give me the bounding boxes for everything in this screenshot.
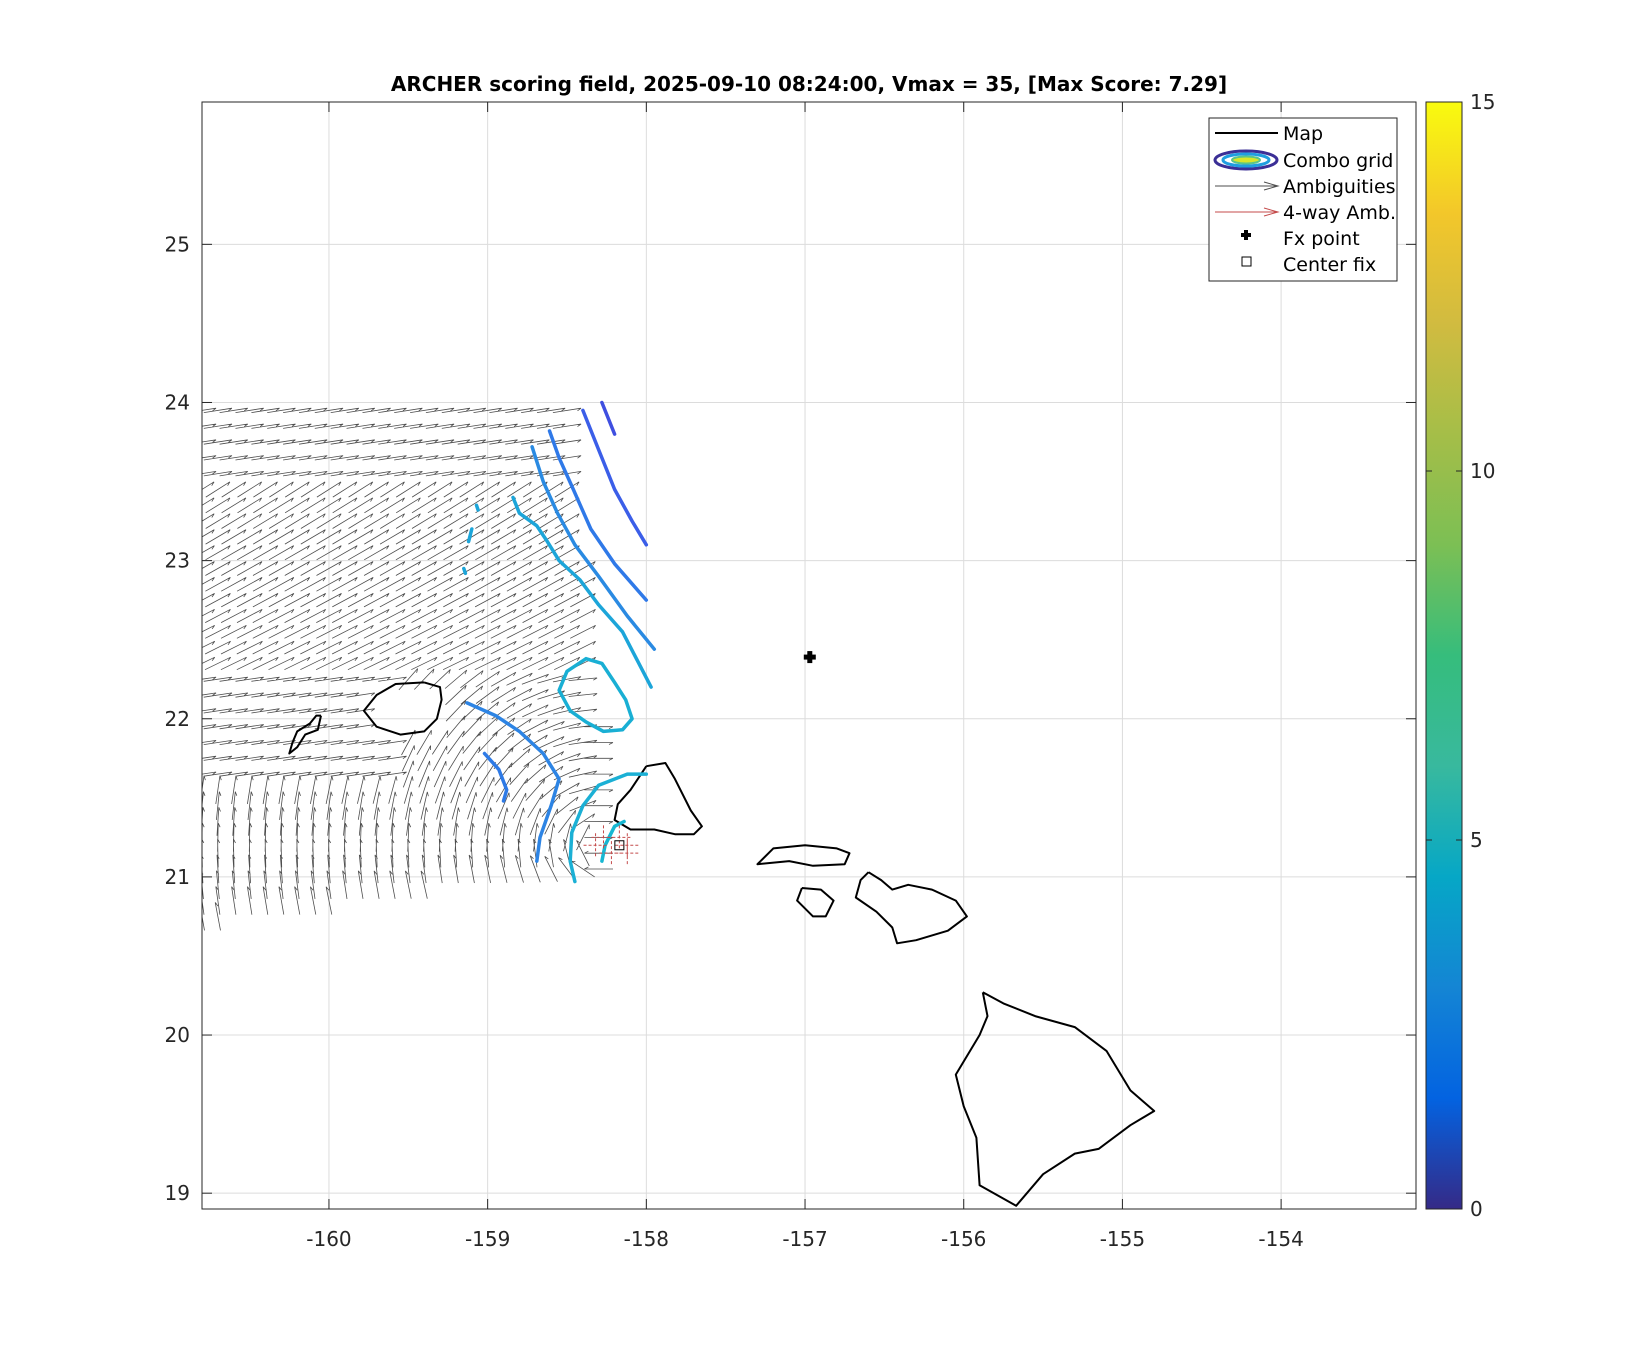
markers	[614, 651, 816, 851]
x-tick-label: -157	[782, 1227, 827, 1251]
score-contour	[462, 566, 468, 576]
y-tick-label: 25	[165, 232, 190, 256]
four-way-ambiguities	[583, 825, 640, 866]
score-contour	[482, 751, 509, 803]
colorbar-tick-label: 15	[1470, 90, 1495, 114]
score-contour	[581, 408, 649, 547]
score-contours	[462, 400, 657, 884]
coastlines	[24, 550, 1156, 1207]
legend-center-fix-square-icon	[1241, 256, 1252, 267]
score-contour	[511, 495, 653, 689]
grid-lines	[202, 102, 1416, 1209]
colorbar-ticks: 0 5 10 15	[1426, 90, 1495, 1221]
ambiguity-arrows	[202, 407, 614, 931]
y-tick-label: 20	[165, 1023, 190, 1047]
score-contour	[568, 772, 649, 884]
legend-four-way-arrow-icon	[1215, 207, 1280, 217]
legend-label-four-way: 4-way Amb.	[1283, 202, 1396, 224]
legend-label-ambiguities: Ambiguities	[1283, 176, 1396, 198]
coastline-nihoa	[24, 550, 27, 552]
ambiguity-arrow-field	[202, 407, 614, 931]
coastline-molokai	[756, 844, 851, 867]
coastline-kauai	[362, 681, 443, 736]
x-tick-label: -160	[306, 1227, 351, 1251]
y-tick-label: 23	[165, 549, 190, 573]
score-contour	[557, 656, 634, 734]
colorbar-tick-label: 0	[1470, 1197, 1483, 1221]
x-tick-label: -156	[941, 1227, 986, 1251]
four-way-ambiguity-arrows	[583, 825, 640, 866]
figure-title: ARCHER scoring field, 2025-09-10 08:24:0…	[391, 72, 1227, 96]
coastline-oahu	[613, 762, 703, 836]
legend-combo-grid-icon	[1213, 149, 1279, 171]
x-tick-label: -155	[1100, 1227, 1145, 1251]
legend-label-map: Map	[1283, 123, 1323, 145]
legend-label-center-fix: Center fix	[1283, 254, 1376, 276]
y-tick-label: 19	[165, 1181, 190, 1205]
axes-frame	[201, 101, 1417, 1210]
colorbar-gradient	[1425, 101, 1463, 1210]
score-contour	[530, 445, 657, 651]
coastline-maui	[854, 871, 968, 945]
fx-point-marker	[803, 651, 816, 664]
coastline-niihau	[288, 714, 322, 755]
y-tick-label: 24	[165, 390, 190, 414]
legend-label-combo-grid: Combo grid	[1283, 150, 1393, 172]
x-tick-label: -158	[624, 1227, 669, 1251]
axis-ticks: -160 -159 -158 -157 -156 -155 -154 19 20 21 22 23 24…	[165, 102, 1416, 1251]
y-tick-label: 21	[165, 865, 190, 889]
legend-box	[1208, 117, 1398, 282]
colorbar: 0 5 10 15	[1425, 90, 1495, 1221]
score-contour	[600, 400, 617, 436]
x-tick-label: -159	[465, 1227, 510, 1251]
colorbar-tick-label: 5	[1470, 828, 1483, 852]
coastline-lanai	[796, 887, 835, 918]
score-contour	[466, 527, 474, 544]
legend-ambiguities-arrow-icon	[1215, 181, 1280, 191]
y-tick-label: 22	[165, 707, 190, 731]
x-tick-label: -154	[1258, 1227, 1303, 1251]
score-contour	[547, 429, 649, 602]
center-fix-marker	[614, 840, 625, 851]
legend-fx-point-plus-icon	[1241, 230, 1251, 240]
coastline-hawaii	[954, 991, 1156, 1207]
legend-label-fx-point: Fx point	[1283, 228, 1360, 250]
score-contour	[600, 819, 626, 863]
score-contour	[465, 701, 561, 863]
legend: Map Combo grid Ambiguities 4-way Amb. Fx…	[1208, 117, 1398, 282]
colorbar-tick-label: 10	[1470, 459, 1495, 483]
score-contour	[474, 503, 480, 512]
